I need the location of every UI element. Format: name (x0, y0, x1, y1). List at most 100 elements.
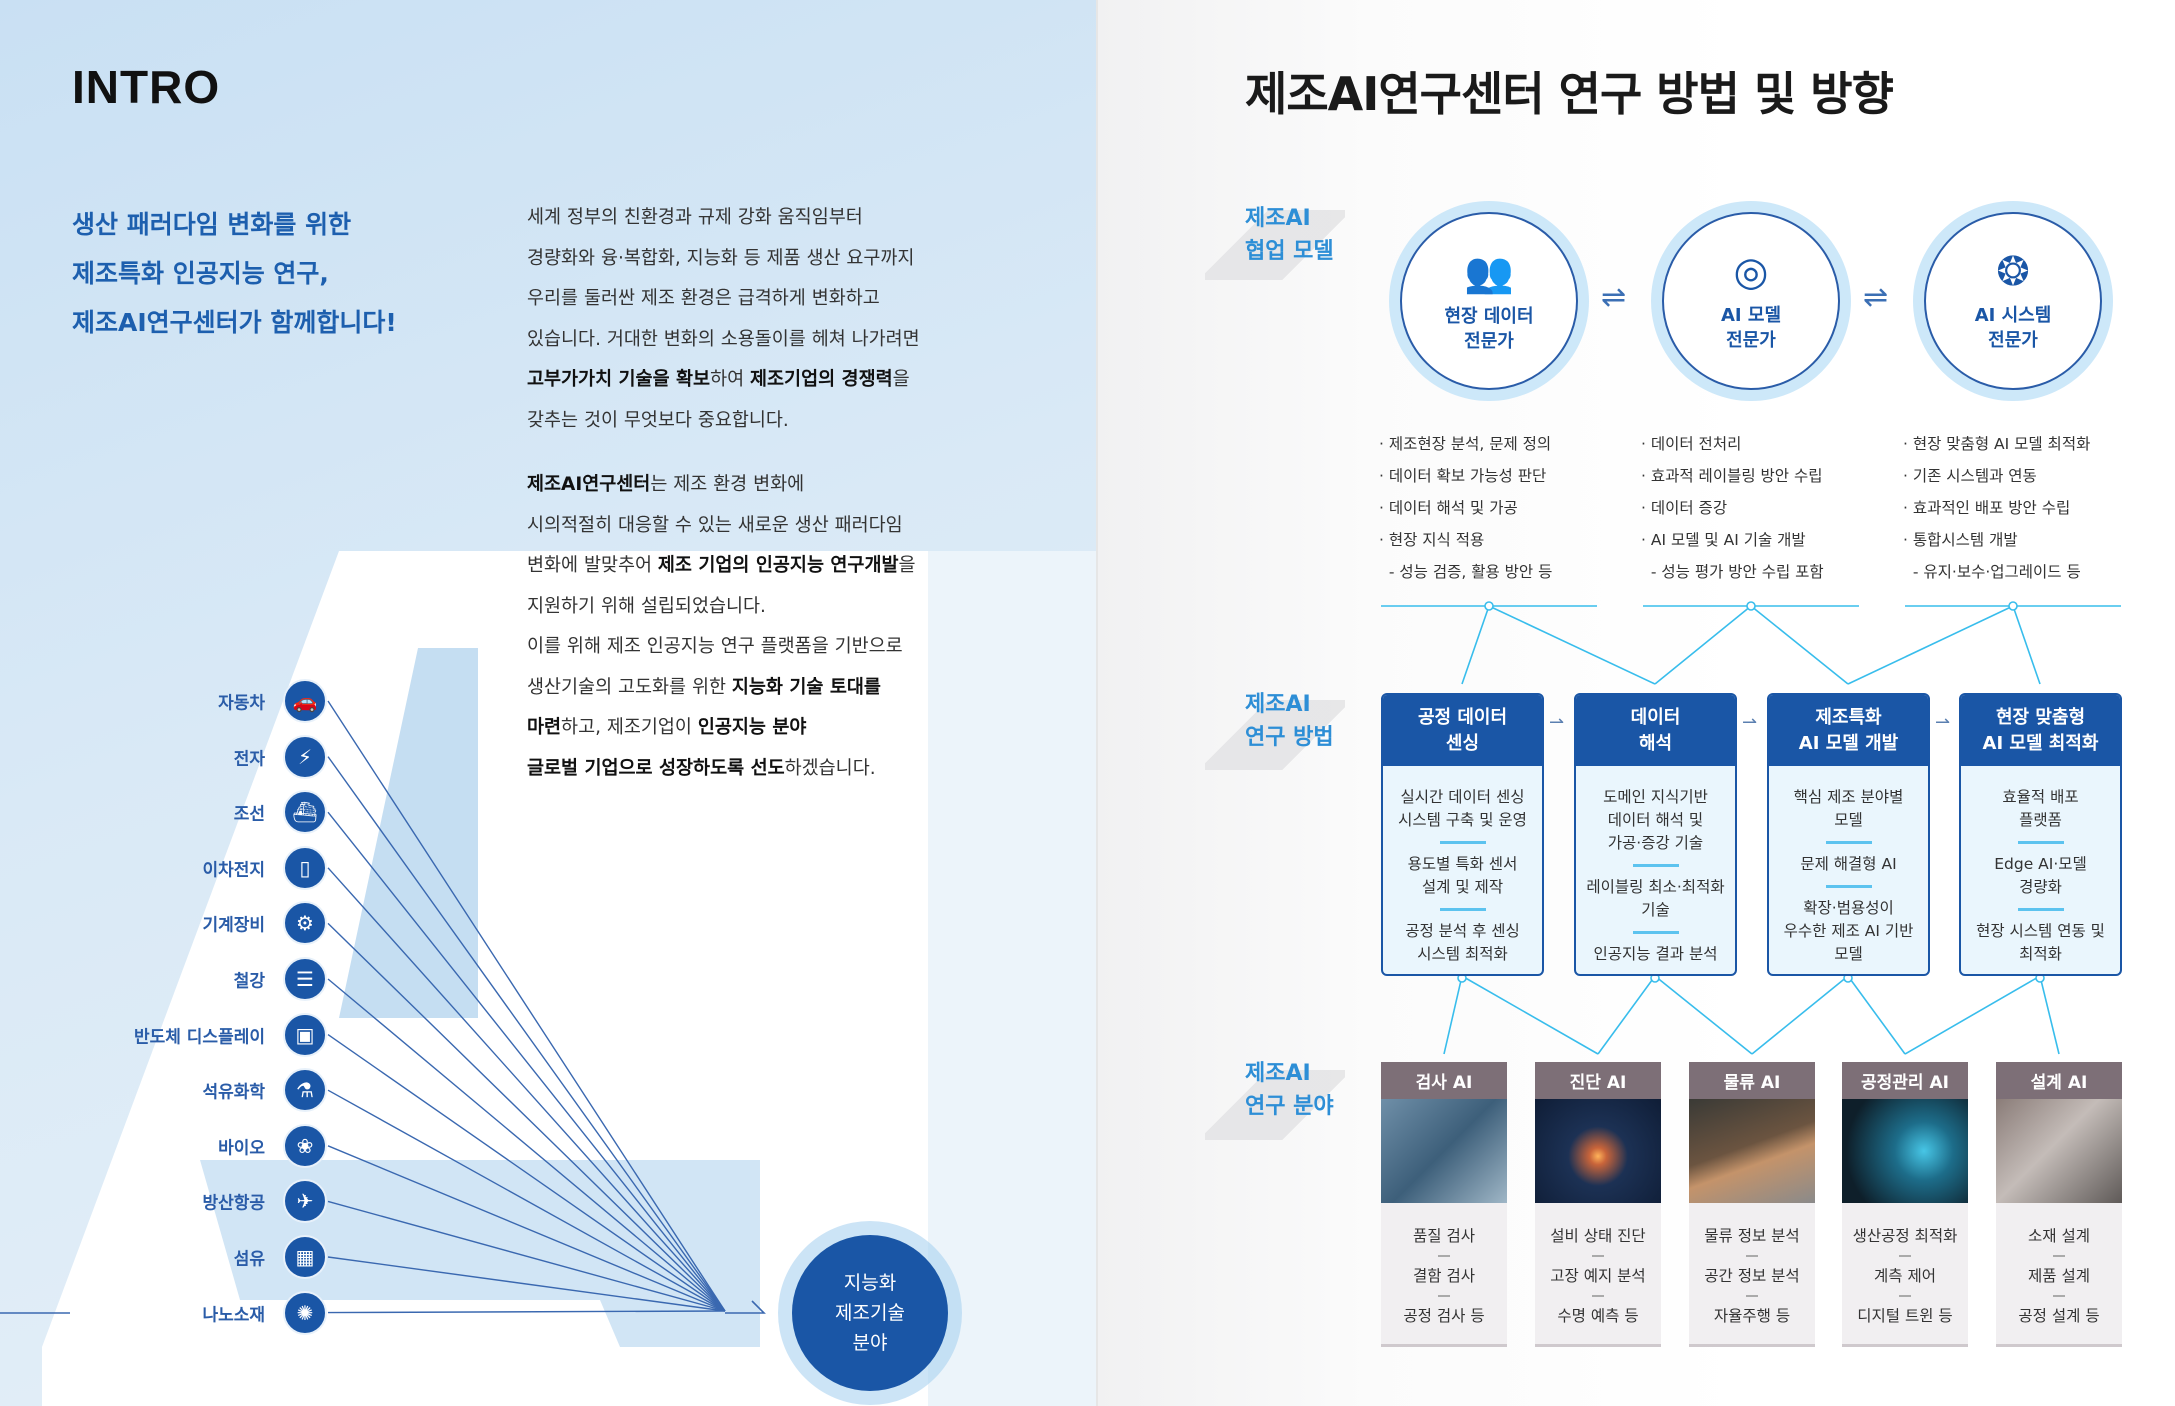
field-item: 디지털 트윈 등 (1857, 1307, 1953, 1325)
section-decoration (1205, 210, 1345, 280)
intro-title: INTRO (72, 61, 221, 113)
field-item: 고장 예지 분석 (1550, 1267, 1646, 1285)
field-items: 품질 검사 결함 검사 공정 검사 등 (1381, 1203, 1507, 1327)
body-line: 우리를 둘러싼 제조 환경은 급격하게 변화하고 (527, 279, 920, 320)
bullet-item: · 통합시스템 개발 (1903, 531, 2018, 549)
arrow-right-icon: ⇀ (1742, 712, 1758, 733)
steel-icon: ☰ (283, 957, 327, 1001)
method-items: 효율적 배포 플랫폼 Edge AI·모델 경량화 현장 시스템 연동 및 최적화 (1961, 766, 2120, 966)
bullet-item: · 데이터 해석 및 가공 (1379, 499, 1518, 517)
bullet-item: · 효과적인 배포 방안 수립 (1903, 499, 2071, 517)
separator (1438, 1255, 1450, 1257)
field-item: 물류 정보 분석 (1704, 1227, 1800, 1245)
method-box: 제조특화 AI 모델 개발 핵심 제조 분야별 모델 문제 해결형 AI 확장·범용성… (1767, 693, 1930, 976)
airplane-icon: ✈ (283, 1179, 327, 1224)
body-text: 을 (892, 369, 910, 390)
field-title: 공정관리 AI (1842, 1062, 1968, 1099)
industry-label: 철강 (233, 971, 265, 992)
method-item: 레이블링 최소·최적화 기술 (1586, 878, 1725, 919)
body-line: 마련하고, 제조기업이 인공지능 분야 (527, 708, 920, 749)
emphasis-text: 제조AI연구센터 (527, 474, 651, 495)
field-expert-icon: 👥 (1464, 249, 1514, 296)
section-decoration (1205, 1070, 1345, 1140)
field-title: 진단 AI (1535, 1062, 1661, 1099)
industry-label: 바이오 (218, 1138, 265, 1159)
expert-circle: 👥 현장 데이터 전문가 (1389, 201, 1589, 401)
body-text: 경량화와 융·복합화, 지능화 등 제품 생산 요구까지 (527, 247, 915, 269)
separator (1746, 1255, 1758, 1257)
car-icon: 🚗 (283, 679, 327, 723)
method-title: 공정 데이터 센싱 (1383, 695, 1542, 766)
method-item: Edge AI·모델 경량화 (1994, 855, 2087, 896)
bullet-item: · 데이터 확보 가능성 판단 (1379, 467, 1547, 485)
field-item: 설비 상태 진단 (1550, 1227, 1646, 1245)
separator (1592, 1295, 1604, 1297)
section-label-field: 제조AI 연구 분야 (1245, 1061, 1334, 1119)
bullet-item: · 현장 맞춤형 AI 모델 최적화 (1903, 435, 2091, 453)
separator (2053, 1295, 2065, 1297)
separator (2017, 908, 2064, 911)
expert-circle-inner: ❂ AI 시스템 전문가 (1924, 212, 2102, 390)
body-text: 세계 정부의 친환경과 규제 강화 움직임부터 (527, 207, 863, 228)
section-label-method: 제조AI 연구 방법 (1245, 692, 1334, 750)
method-item: 핵심 제조 분야별 모델 (1793, 788, 1904, 829)
ai-system-icon: ❂ (1996, 249, 2030, 295)
method-item: 공정 분석 후 센싱 시스템 최적화 (1405, 922, 1520, 963)
separator (1746, 1295, 1758, 1297)
method-box: 현장 맞춤형 AI 모델 최적화 효율적 배포 플랫폼 Edge AI·모델 경량화… (1959, 693, 2122, 976)
field-item: 자율주행 등 (1713, 1307, 1791, 1325)
field-title: 검사 AI (1381, 1062, 1507, 1099)
body-line: 제조AI연구센터는 제조 환경 변화에 (527, 465, 920, 506)
method-title: 제조특화 AI 모델 개발 (1769, 695, 1928, 766)
field-item: 공간 정보 분석 (1704, 1267, 1800, 1285)
separator (1825, 885, 1872, 888)
field-image (1689, 1099, 1815, 1203)
section-decoration (1205, 700, 1345, 770)
bullet-item: - 성능 검증, 활용 방안 등 (1379, 563, 1553, 581)
field-item: 품질 검사 (1413, 1227, 1475, 1245)
bullet-item: · 현장 지식 적용 (1379, 531, 1485, 549)
body-text: 을 (898, 555, 916, 576)
expert-bullets: · 데이터 전처리 · 효과적 레이블링 방안 수립 · 데이터 증강 · AI 모델… (1641, 428, 1824, 588)
emphasis-text: 지능화 기술 토대를 (731, 676, 881, 698)
body-line: 생산기술의 고도화를 위한 지능화 기술 토대를 (527, 668, 920, 709)
field-title: 설계 AI (1996, 1062, 2122, 1099)
hub-circle: 지능화 제조기술 분야 (778, 1221, 962, 1405)
bio-icon: ❀ (283, 1123, 327, 1168)
bullet-item: · 효과적 레이블링 방안 수립 (1641, 467, 1823, 485)
expert-circle: ◎ AI 모델 전문가 (1651, 201, 1851, 401)
field-image (1535, 1099, 1661, 1203)
field-item: 계측 제어 (1874, 1267, 1936, 1285)
field-title: 물류 AI (1689, 1062, 1815, 1099)
body-line: 있습니다. 거대한 변화의 소용돌이를 헤쳐 나가려면 (527, 320, 920, 361)
bullet-item: · 데이터 전처리 (1641, 435, 1742, 453)
field-item: 수명 예측 등 (1557, 1307, 1639, 1325)
headline-line: 제조AI연구센터가 함께합니다! (72, 308, 397, 337)
separator (2053, 1255, 2065, 1257)
method-box: 공정 데이터 센싱 실시간 데이터 센싱 시스템 구축 및 운영 용도별 특화 센서… (1381, 693, 1544, 976)
field-item: 생산공정 최적화 (1852, 1227, 1958, 1245)
body-text: 이를 위해 제조 인공지능 연구 플랫폼을 기반으로 (527, 636, 903, 657)
expert-circle-inner: 👥 현장 데이터 전문가 (1400, 212, 1578, 390)
body-text: 생산기술의 고도화를 위한 (527, 676, 732, 698)
headline-line: 생산 패러다임 변화를 위한 (72, 210, 352, 239)
field-card: 검사 AI 품질 검사 결함 검사 공정 검사 등 (1381, 1062, 1507, 1347)
industry-label: 자동차 (218, 693, 265, 714)
body-text: 하여 (710, 369, 751, 390)
expert-label: 현장 데이터 전문가 (1444, 305, 1534, 352)
expert-circle: ❂ AI 시스템 전문가 (1913, 201, 2113, 401)
separator (1632, 931, 1679, 934)
page-title: 제조AI연구센터 연구 방법 및 방향 (1245, 67, 1894, 121)
method-item: 확장·범용성이 우수한 제조 AI 기반 모델 (1783, 899, 1914, 963)
expert-bullets: · 제조현장 분석, 문제 정의 · 데이터 확보 가능성 판단 · 데이터 해석 … (1379, 428, 1552, 588)
chip-icon: ▣ (283, 1012, 327, 1057)
method-item: 용도별 특화 센서 설계 및 제작 (1407, 855, 1518, 896)
method-item: 현장 시스템 연동 및 최적화 (1976, 922, 2105, 963)
body-line: 이를 위해 제조 인공지능 연구 플랫폼을 기반으로 (527, 627, 920, 668)
field-item: 공정 설계 등 (2018, 1307, 2100, 1325)
bullet-item: · AI 모델 및 AI 기술 개발 (1641, 531, 1806, 549)
ship-icon: ⛴ (283, 790, 327, 835)
